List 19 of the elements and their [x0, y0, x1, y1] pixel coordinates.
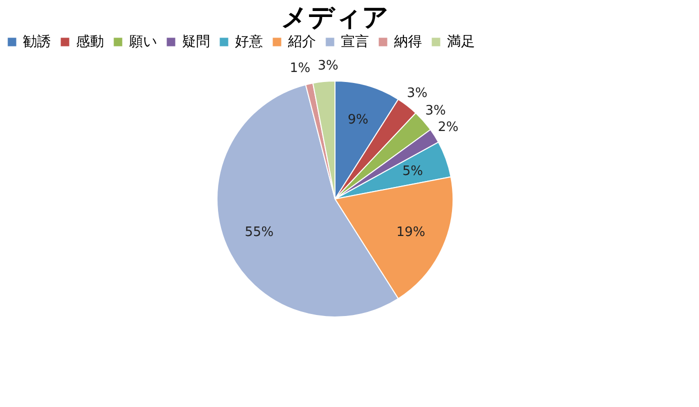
legend-label: 疑問: [182, 34, 210, 50]
data-label: 55%: [244, 224, 274, 240]
legend-label: 納得: [394, 34, 422, 50]
legend-label: 感動: [76, 34, 104, 50]
legend-label: 宣言: [341, 34, 369, 50]
chart-title: メディア: [281, 3, 389, 33]
data-label: 1%: [290, 61, 310, 76]
legend-label: 勧誘: [23, 34, 51, 50]
data-label: 3%: [406, 86, 428, 102]
legend-label: 好意: [235, 34, 263, 50]
data-label: 19%: [396, 224, 426, 240]
data-label: 3%: [425, 103, 446, 118]
legend-label: 満足: [447, 34, 475, 50]
data-label: 9%: [348, 112, 368, 128]
data-label: 5%: [402, 164, 424, 180]
legend-label: 紹介: [287, 34, 316, 50]
data-label: 3%: [318, 58, 338, 74]
data-label: 2%: [438, 120, 458, 136]
legend-label: 願い: [129, 34, 157, 50]
